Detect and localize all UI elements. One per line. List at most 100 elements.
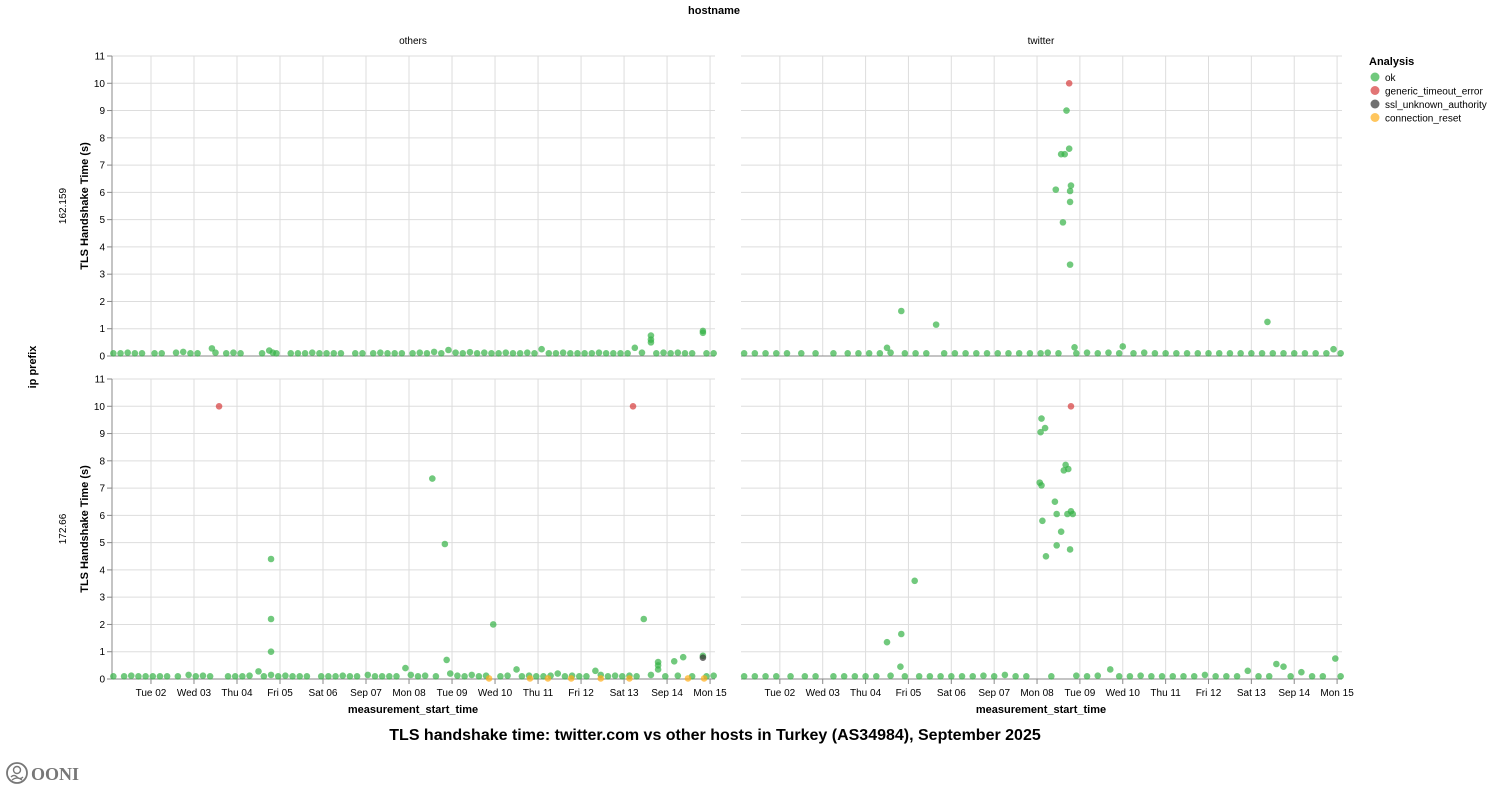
point-ok	[1038, 415, 1045, 422]
point-ok	[127, 672, 135, 680]
point-ok	[323, 349, 330, 357]
point-ok	[316, 349, 323, 357]
point-ok	[110, 672, 117, 680]
legend-entry-ok: ok	[1370, 72, 1397, 84]
point-connection_reset	[485, 675, 493, 682]
point-ok	[681, 349, 689, 357]
point-ok	[1248, 349, 1255, 357]
point-ok	[1237, 349, 1244, 357]
point-ok	[1083, 672, 1091, 680]
point-ok	[1053, 542, 1060, 549]
point-ok	[618, 672, 626, 680]
point-ok	[1037, 428, 1044, 436]
x-tick-label: Tue 09	[437, 688, 468, 699]
point-ok	[294, 349, 302, 357]
legend-entry-generic_timeout_error: generic_timeout_error	[1370, 86, 1483, 98]
point-ok	[475, 672, 483, 680]
point-ok	[670, 657, 678, 665]
y-tick-label: 6	[99, 188, 105, 199]
legend-entry-connection_reset: connection_reset	[1370, 113, 1461, 125]
point-ok	[237, 349, 244, 357]
point-ok	[751, 349, 759, 357]
point-ok	[640, 615, 648, 623]
point-ok	[274, 672, 282, 680]
point-ok	[901, 672, 909, 680]
point-ok	[339, 672, 347, 680]
point-ok	[688, 349, 696, 357]
point-ok	[267, 648, 275, 656]
point-ok	[432, 672, 440, 680]
point-ok	[1106, 666, 1114, 673]
point-ok	[239, 672, 246, 680]
point-ok	[851, 672, 859, 680]
point-ok	[679, 653, 687, 661]
point-ok	[393, 672, 400, 680]
point-ok	[772, 672, 780, 680]
point-ok	[575, 672, 583, 680]
point-ok	[224, 672, 232, 680]
x-tick-label: Thu 04	[850, 688, 882, 699]
point-ok	[149, 672, 157, 680]
point-ok	[156, 672, 164, 680]
point-ok	[1280, 663, 1287, 671]
point-ok	[187, 349, 194, 357]
point-ok	[1332, 655, 1339, 662]
point-ok	[497, 672, 504, 680]
point-ok	[308, 349, 316, 357]
point-ok	[386, 672, 393, 680]
point-ok	[1073, 672, 1080, 680]
point-ok	[199, 672, 207, 680]
x-axis-title-others: measurement_start_time	[348, 704, 478, 716]
point-ok	[674, 672, 682, 680]
column-facet-title: hostname	[688, 5, 740, 17]
point-ok	[1280, 349, 1287, 357]
point-ok	[583, 672, 590, 680]
point-connection_reset	[700, 675, 708, 682]
point-ok	[1287, 672, 1294, 680]
column-header-twitter: twitter	[1028, 36, 1055, 47]
point-ok	[117, 349, 124, 357]
y-tick-label: 11	[95, 52, 106, 63]
point-ok	[1105, 349, 1112, 357]
point-ok	[287, 349, 295, 357]
point-ok	[926, 672, 934, 680]
point-ok	[1212, 672, 1219, 680]
point-ok	[897, 630, 905, 638]
point-ok	[1162, 349, 1169, 357]
point-ok	[610, 349, 617, 357]
point-ok	[461, 672, 468, 680]
point-ok	[940, 349, 948, 357]
point-ok	[897, 307, 905, 315]
x-axis-title-twitter: measurement_start_time	[976, 704, 1106, 716]
point-ok	[1069, 510, 1077, 518]
facet-panels: 0 1 2 3 4 5 6 7 8 9 10 11 0 1 2 3 4 5 6 7 8 9 10 11 Tue 02 Wed 03…	[94, 52, 1354, 700]
point-ok	[1115, 349, 1123, 357]
point-ok	[1005, 349, 1012, 357]
x-tick-label: Mon 08	[392, 688, 426, 699]
y-tick-label: 10	[94, 402, 106, 413]
point-ok	[473, 349, 481, 357]
point-ok	[142, 672, 149, 680]
point-ok	[502, 349, 510, 357]
point-ok	[1169, 672, 1177, 680]
y-tick-label: 3	[99, 270, 105, 281]
point-connection_reset	[544, 675, 552, 682]
legend-symbol	[1370, 72, 1380, 82]
y-axis-title-top: TLS Handshake Time (s)	[79, 142, 91, 270]
point-ok	[446, 670, 454, 677]
panel-others-172-66: 0 1 2 3 4 5 6 7 8 9 10 11 Tue 02 Wed 03 Thu 04 Fri 05 Sa…	[94, 375, 727, 700]
ooni-logo: OONI	[6, 762, 79, 784]
point-ok	[289, 672, 296, 680]
y-tick-label: 0	[99, 675, 105, 686]
x-tick-label: Fri 05	[896, 688, 922, 699]
y-tick-label: 2	[99, 620, 105, 631]
data-points	[110, 402, 717, 682]
point-ok	[554, 670, 562, 677]
row-header-172-66: 172.66	[58, 513, 69, 544]
point-ok	[391, 349, 398, 357]
point-ok	[604, 672, 612, 680]
point-ok	[1330, 345, 1337, 353]
point-ok	[1023, 672, 1030, 680]
point-generic_timeout_error	[1065, 79, 1073, 87]
point-ok	[840, 672, 848, 680]
